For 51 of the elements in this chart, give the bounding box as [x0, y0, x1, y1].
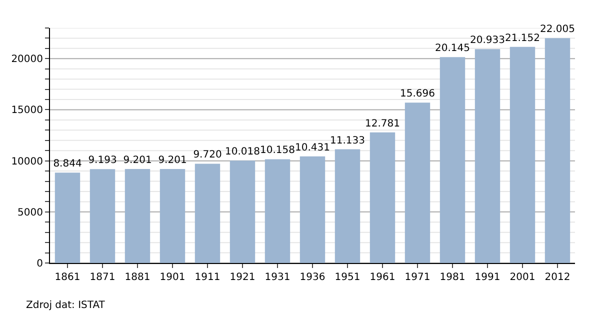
x-tick-label: 1901: [160, 272, 186, 283]
data-label: 9.193: [88, 155, 117, 166]
text: Zdroj dat: ISTAT: [26, 300, 106, 311]
data-label: 10.431: [295, 142, 330, 154]
x-tick-label: 1951: [334, 272, 360, 283]
bar: [300, 156, 326, 263]
x-tick-label: 2001: [510, 272, 536, 283]
bar: [474, 49, 500, 263]
bar: [370, 132, 396, 263]
bar: [544, 38, 570, 263]
data-label: 10.018: [225, 146, 260, 158]
data-label: 11.133: [330, 135, 365, 146]
bar: [90, 169, 116, 263]
bar: [124, 168, 150, 263]
bar: [440, 57, 466, 263]
x-tick-label: 1991: [474, 272, 500, 283]
data-label: 12.781: [365, 118, 400, 130]
data-label: 20.933: [470, 35, 505, 46]
bar: [194, 164, 220, 263]
x-tick-label: 1971: [404, 272, 430, 283]
data-label: 9.720: [193, 150, 222, 161]
y-tick-label: 10000: [11, 156, 43, 168]
x-tick-label: 1911: [194, 272, 220, 283]
data-label: 8.844: [53, 158, 82, 170]
y-tick-label: 15000: [11, 105, 43, 116]
bar: [510, 46, 536, 263]
x-tick-label: 1921: [230, 272, 256, 283]
data-label: 20.145: [435, 43, 470, 54]
x-tick-label: 2012: [544, 272, 570, 283]
x-tick-label: 1861: [54, 272, 80, 283]
bar: [404, 102, 430, 263]
x-tick-label: 1881: [124, 272, 150, 283]
bar: [230, 160, 256, 263]
bar: [334, 149, 360, 263]
y-tick-label: 20000: [11, 54, 43, 66]
x-tick-label: 1981: [440, 272, 466, 283]
data-label: 9.201: [123, 154, 152, 166]
x-tick-label: 1961: [370, 272, 396, 283]
x-tick-label: 1931: [264, 272, 290, 283]
y-tick-label: 5000: [18, 207, 43, 218]
data-label: 9.201: [158, 154, 187, 166]
data-label: 10.158: [260, 145, 295, 156]
x-tick-label: 1871: [90, 272, 116, 283]
data-label: 15.696: [400, 88, 435, 100]
bar: [54, 172, 80, 263]
data-label: 21.152: [505, 32, 540, 44]
data-label: 22.005: [540, 24, 575, 36]
y-tick-label: 0: [36, 258, 43, 270]
bar: [160, 168, 186, 263]
bar: [264, 159, 290, 263]
x-tick-label: 1936: [300, 272, 326, 283]
